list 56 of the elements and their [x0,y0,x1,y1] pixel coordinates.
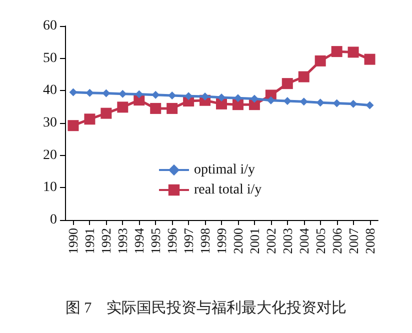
x-tick-label: 2002 [263,228,278,254]
point [152,90,160,99]
x-tick-label: 2007 [346,228,361,254]
point [364,54,376,65]
point [250,94,258,103]
point [282,78,293,90]
y-tick-label: 40 [43,83,57,98]
y-tick-label: 50 [43,50,57,66]
x-tick-label: 1998 [198,228,213,254]
point [68,120,79,132]
point [332,99,341,108]
point [118,90,127,98]
y-tick-label: 20 [43,148,57,163]
point [100,108,112,119]
point [84,114,96,125]
point [135,90,144,98]
x-tick-label: 1994 [132,228,147,254]
point [314,55,326,66]
point [102,89,110,98]
point [298,71,310,82]
x-tick-label: 1999 [214,228,229,254]
x-tick-label: 2005 [312,228,328,254]
x-tick-label: 1992 [98,228,114,254]
point [216,98,227,110]
y-tick-label: 60 [43,18,57,34]
x-tick-label: 2008 [362,228,378,254]
x-tick-label: 1995 [148,228,164,254]
x-tick-label: 1997 [181,228,196,254]
point [166,102,178,114]
point [69,88,78,96]
point [218,93,226,102]
point [300,98,308,106]
point [150,102,162,114]
x-tick-label: 2003 [280,228,295,254]
point [86,88,94,97]
point [316,98,324,107]
point [266,96,275,104]
legend-label: optimal i/y [194,162,256,178]
x-tick-label: 1990 [66,228,81,254]
x-tick-label: 1993 [115,228,130,254]
point [232,99,244,110]
legend-label: real total i/y [194,182,262,198]
point [117,102,128,113]
x-tick-label: 2006 [329,228,344,254]
x-tick-label: 2001 [246,228,262,254]
x-tick-label: 2000 [230,228,246,254]
x-tick-label: 1996 [164,228,180,254]
point [366,101,374,110]
y-tick-label: 0 [50,212,57,228]
x-tick-label: 1991 [82,228,98,254]
point [331,46,342,58]
text: 图 7 实际国民投资与福利最大化投资对比 [65,300,347,316]
y-tick-label: 30 [43,116,57,130]
point [348,46,359,58]
x-tick-label: 2004 [296,228,312,254]
y-tick-label: 10 [43,180,57,196]
